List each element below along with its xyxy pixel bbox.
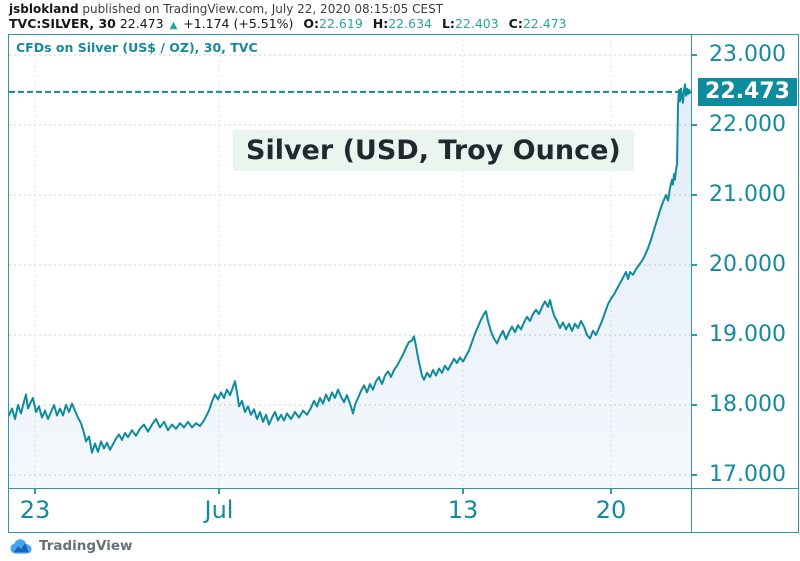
last-price: 22.473 (119, 16, 164, 31)
low-label: L: (441, 16, 455, 31)
y-axis-label: 18.000 (709, 392, 786, 417)
title-annotation: Silver (USD, Troy Ounce) (233, 130, 634, 171)
x-axis-tick (462, 488, 464, 494)
x-axis-label: 20 (595, 496, 627, 524)
x-axis-tick (218, 488, 220, 494)
axis-separator-horizontal (9, 488, 798, 489)
x-axis-tick (610, 488, 612, 494)
price-line-series (9, 83, 691, 454)
symbol-name: TVC:SILVER, 30 (9, 16, 116, 31)
y-axis-tick (691, 474, 697, 476)
time-axis[interactable]: 23 Jul 13 20 (9, 493, 691, 532)
up-triangle-icon: ▲ (169, 20, 178, 31)
axis-separator-vertical (691, 35, 692, 532)
x-axis-label: Jul (204, 496, 234, 524)
open-value: 22.619 (319, 16, 363, 31)
high-label: H: (372, 16, 389, 31)
close-label: C: (508, 16, 523, 31)
y-axis-tick (691, 334, 697, 336)
close-value: 22.473 (522, 16, 567, 31)
y-axis-label: 22.000 (709, 112, 786, 137)
y-axis-label: 23.000 (709, 42, 786, 67)
y-axis-tick (691, 404, 697, 406)
author-link[interactable]: jsblokland (9, 2, 79, 16)
footer: TradingView (10, 536, 133, 556)
y-axis-label: 19.000 (709, 322, 786, 347)
x-axis-label: 23 (19, 496, 51, 524)
chart-legend[interactable]: CFDs on Silver (US$ / OZ), 30, TVC (16, 40, 258, 55)
x-axis-label: 13 (447, 496, 479, 524)
tradingview-logo-icon[interactable] (10, 538, 32, 554)
price-change: +1.174 (+5.51%) (183, 16, 294, 31)
tradingview-logo-text[interactable]: TradingView (39, 538, 133, 554)
low-value: 22.403 (454, 16, 499, 31)
y-axis-tick (691, 194, 697, 196)
x-axis-tick (34, 488, 36, 494)
y-axis-label: 17.000 (709, 462, 786, 487)
y-axis-label: 20.000 (709, 252, 786, 277)
last-price-badge: 22.473 (698, 77, 797, 106)
byline: jsblokland published on TradingView.com,… (9, 2, 443, 16)
y-axis-tick (691, 264, 697, 266)
byline-text: published on TradingView.com, July 22, 2… (78, 2, 444, 16)
y-axis-tick (691, 54, 697, 56)
area-fill (9, 84, 691, 488)
open-label: O: (303, 16, 320, 31)
y-axis-label: 21.000 (709, 182, 786, 207)
high-value: 22.634 (388, 16, 432, 31)
quote-line: TVC:SILVER, 30 22.473 ▲ +1.174 (+5.51%) … (9, 16, 567, 31)
price-axis[interactable]: 23.000 22.000 21.000 20.000 19.000 18.000 17.0… (691, 35, 797, 488)
chart-frame: CFDs on Silver (US$ / OZ), 30, TVC Silve… (8, 34, 799, 533)
price-chart-plot[interactable] (9, 35, 691, 488)
y-axis-tick (691, 124, 697, 126)
